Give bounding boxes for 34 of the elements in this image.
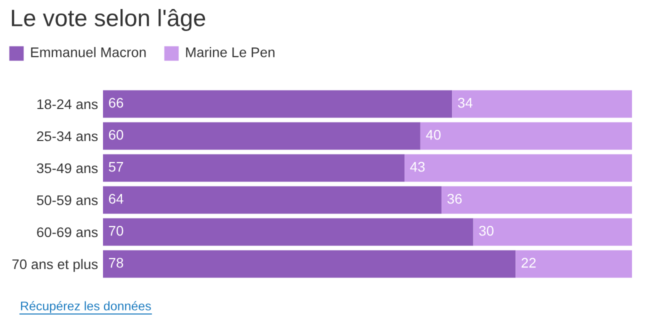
bar	[103, 90, 452, 118]
bar	[516, 250, 632, 278]
data-label: 30	[479, 226, 494, 236]
bar	[103, 154, 405, 182]
y-tick-label: 25-34 ans	[37, 131, 98, 142]
data-label: 64	[108, 194, 124, 204]
bar	[103, 122, 420, 150]
bar	[442, 186, 632, 214]
data-label: 22	[522, 258, 536, 268]
data-label: 34	[458, 98, 472, 108]
bar	[103, 186, 442, 214]
bar	[404, 154, 632, 182]
bar	[103, 250, 516, 278]
data-label: 60	[108, 130, 124, 140]
y-tick-label: 70 ans et plus	[12, 258, 98, 272]
data-label: 40	[426, 130, 441, 140]
data-label: 78	[109, 258, 124, 268]
text: Récupérez les données	[21, 301, 151, 313]
y-tick-label: 50-59 ans	[36, 195, 98, 206]
bar	[103, 218, 474, 246]
data-label: 70	[109, 226, 124, 236]
bar	[420, 122, 632, 150]
data-label: 57	[108, 162, 124, 172]
legend-label: Emmanuel Macron	[31, 47, 146, 58]
bar	[473, 218, 632, 246]
data-label: 66	[108, 98, 124, 108]
y-tick-label: 18-24 ans	[37, 99, 98, 110]
bar	[452, 90, 632, 118]
data-label: 43	[410, 162, 425, 172]
chart-title: Le vote selon l'âge	[12, 8, 206, 32]
y-tick-label: 35-49 ans	[36, 163, 98, 174]
data-label: 36	[447, 194, 462, 204]
legend-label: Marine Le Pen	[186, 47, 274, 58]
y-tick-label: 60-69 ans	[37, 227, 98, 238]
